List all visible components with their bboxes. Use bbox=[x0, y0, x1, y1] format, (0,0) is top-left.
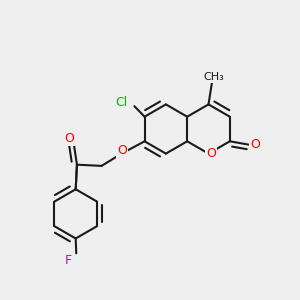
Text: CH₃: CH₃ bbox=[203, 72, 224, 82]
Text: O: O bbox=[64, 132, 74, 145]
Text: O: O bbox=[206, 147, 216, 160]
Text: O: O bbox=[117, 144, 127, 158]
Text: Cl: Cl bbox=[116, 96, 128, 109]
Text: F: F bbox=[65, 254, 72, 267]
Text: O: O bbox=[250, 139, 260, 152]
